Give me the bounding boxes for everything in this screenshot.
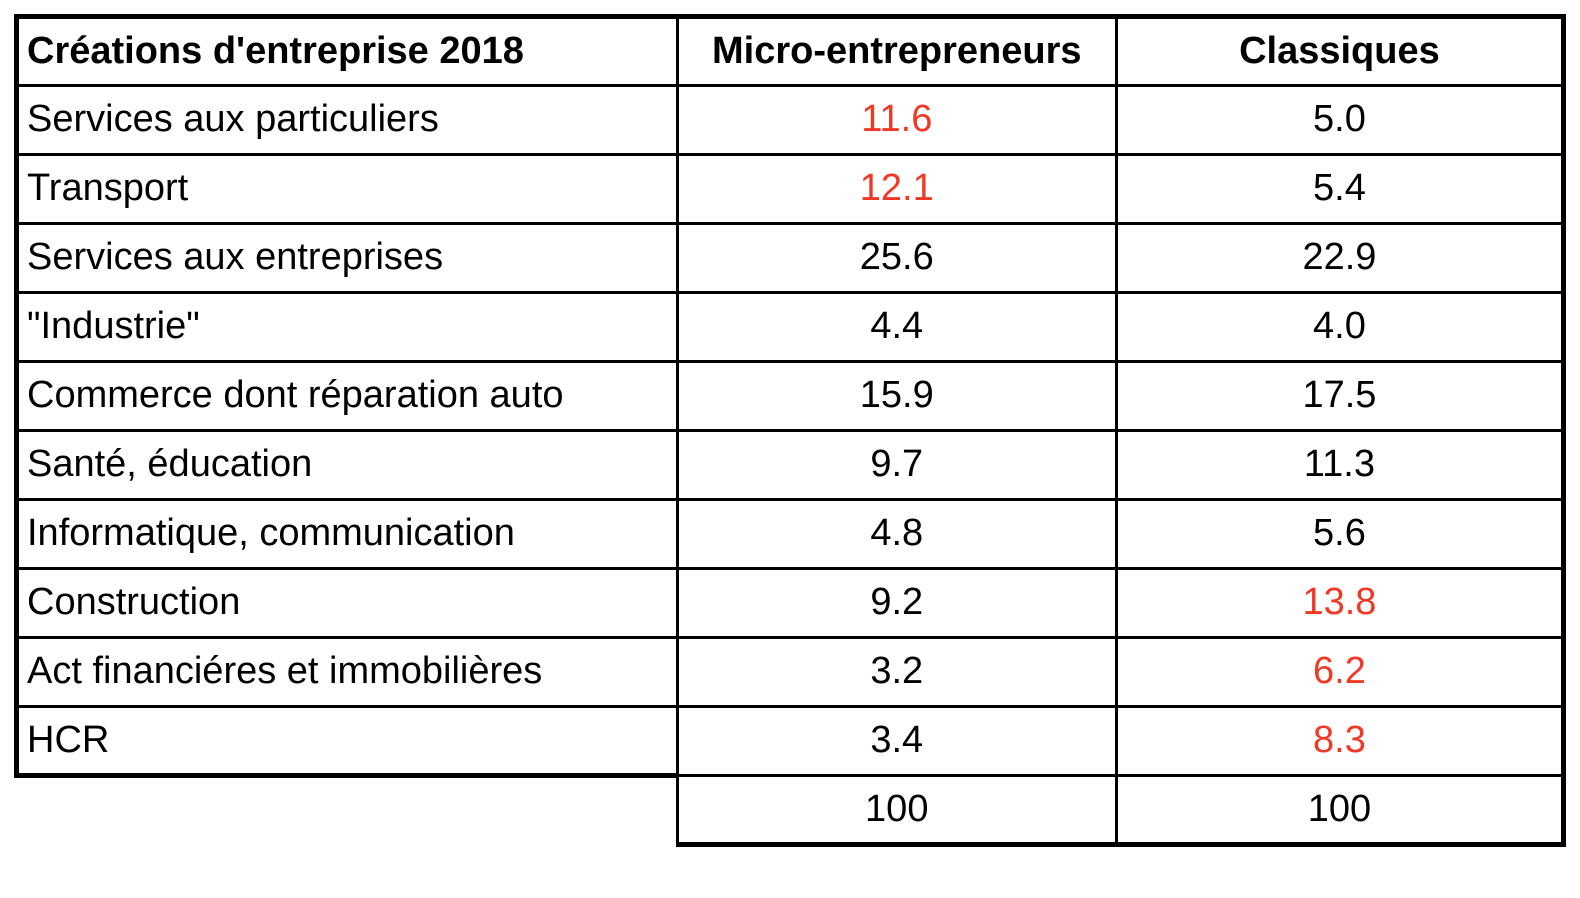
row-label: HCR [14, 705, 679, 778]
totals-blank-cell [17, 776, 678, 845]
classiques-value: 6.2 [1114, 636, 1567, 708]
classiques-value: 4.0 [1114, 291, 1567, 363]
table-footer: 100 100 [17, 774, 1567, 847]
table-row: Act financiéres et immobilières 3.2 6.2 [14, 636, 1567, 708]
classiques-value: 11.3 [1114, 429, 1567, 501]
micro-value: 11.6 [675, 84, 1118, 156]
col-header-category: Créations d'entreprise 2018 [14, 14, 679, 87]
micro-value: 15.9 [675, 360, 1118, 432]
row-label: Act financiéres et immobilières [14, 636, 679, 708]
micro-value: 12.1 [675, 153, 1118, 225]
micro-value: 9.2 [675, 567, 1118, 639]
table-row: Services aux entreprises 25.6 22.9 [14, 222, 1567, 294]
totals-row: 100 100 [17, 774, 1567, 847]
row-label: "Industrie" [14, 291, 679, 363]
row-label: Construction [14, 567, 679, 639]
table-row: "Industrie" 4.4 4.0 [14, 291, 1567, 363]
row-label: Commerce dont réparation auto [14, 360, 679, 432]
totals-classiques-value: 100 [1114, 774, 1567, 847]
micro-value: 3.2 [675, 636, 1118, 708]
classiques-value: 8.3 [1114, 705, 1567, 777]
row-label: Transport [14, 153, 679, 225]
micro-value: 4.4 [675, 291, 1118, 363]
table-row: Commerce dont réparation auto 15.9 17.5 [14, 360, 1567, 432]
classiques-value: 22.9 [1114, 222, 1567, 294]
page: Créations d'entreprise 2018 Micro-entrep… [14, 14, 1567, 847]
header-row: Créations d'entreprise 2018 Micro-entrep… [14, 14, 1567, 87]
row-label: Services aux particuliers [14, 84, 679, 156]
table-row: Informatique, communication 4.8 5.6 [14, 498, 1567, 570]
col-header-micro-entrepreneurs: Micro-entrepreneurs [675, 14, 1118, 87]
classiques-value: 5.6 [1114, 498, 1567, 570]
classiques-value: 5.0 [1114, 84, 1567, 156]
table-row: Construction 9.2 13.8 [14, 567, 1567, 639]
classiques-value: 13.8 [1114, 567, 1567, 639]
creations-entreprise-table: Créations d'entreprise 2018 Micro-entrep… [14, 14, 1567, 847]
micro-value: 9.7 [675, 429, 1118, 501]
table-row: Services aux particuliers 11.6 5.0 [14, 84, 1567, 156]
row-label: Santé, éducation [14, 429, 679, 501]
micro-value: 25.6 [675, 222, 1118, 294]
table-row: Santé, éducation 9.7 11.3 [14, 429, 1567, 501]
table-row: Transport 12.1 5.4 [14, 153, 1567, 225]
row-label: Informatique, communication [14, 498, 679, 570]
row-label: Services aux entreprises [14, 222, 679, 294]
classiques-value: 17.5 [1114, 360, 1567, 432]
table-body: Services aux particuliers 11.6 5.0 Transpor… [14, 84, 1567, 778]
totals-micro-value: 100 [675, 774, 1118, 847]
micro-value: 4.8 [675, 498, 1118, 570]
col-header-classiques: Classiques [1114, 14, 1567, 87]
table-header: Créations d'entreprise 2018 Micro-entrep… [14, 14, 1567, 87]
classiques-value: 5.4 [1114, 153, 1567, 225]
micro-value: 3.4 [675, 705, 1118, 777]
table-row: HCR 3.4 8.3 [14, 705, 1567, 778]
